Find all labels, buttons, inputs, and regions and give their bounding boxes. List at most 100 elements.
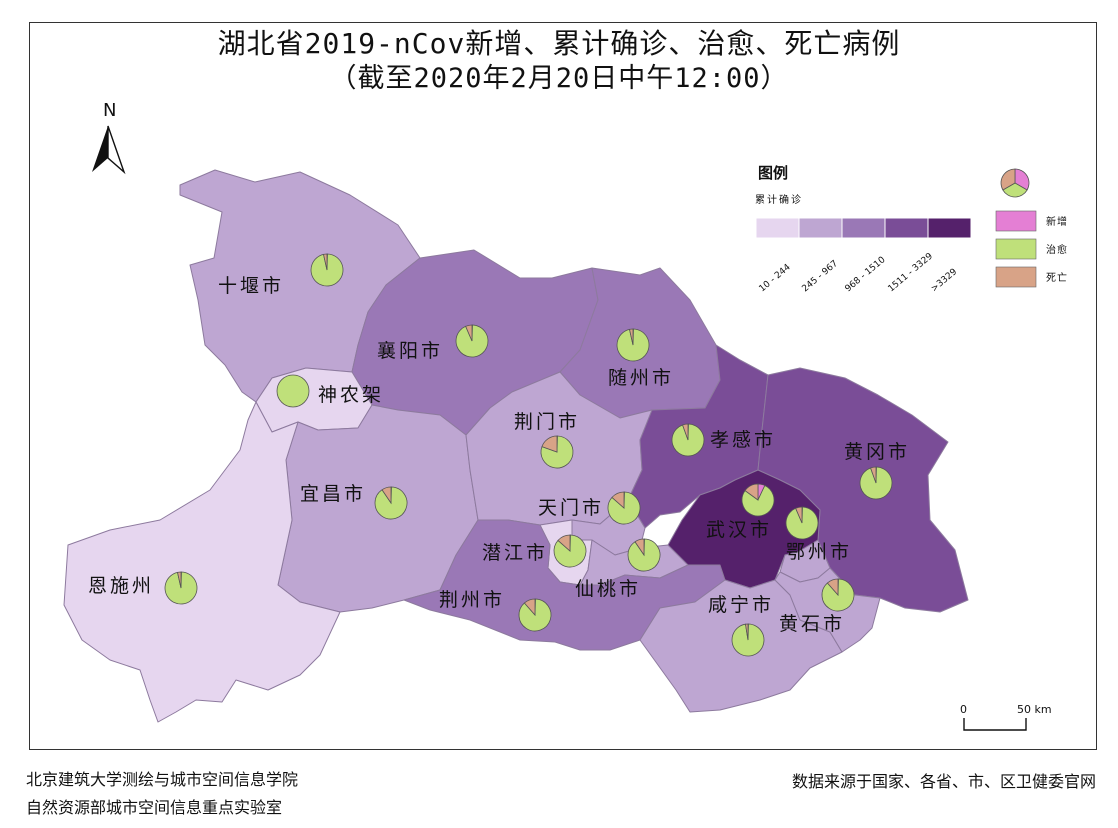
region-label-xiangyang: 襄阳市 [377,340,443,362]
pie-yichang-wedge-2 [381,486,392,505]
pie-xiantao-wedge-1 [627,538,661,572]
region-label-wuhan: 武汉市 [706,519,772,541]
region-labels: 十堰市 襄阳市 随州市 神农架 宜昌市 荆门市 孝感市 黄冈市 恩施州 天门市 … [88,275,910,635]
region-label-xianning: 咸宁市 [708,594,774,616]
legend-swatch-1 [798,217,843,239]
scale-bar: 0 50 km [960,703,1052,731]
north-arrow-right-half [107,125,126,175]
footer-institution-line1: 北京建筑大学测绘与城市空间信息学院 [26,770,299,789]
scale-bar-right-label: 50 km [1017,703,1052,716]
legend-class-label-0: 10 - 244 [758,262,793,294]
pie-yichang [374,486,408,520]
pie-shiyan-wedge-2 [323,253,328,271]
pie-xianning [731,623,765,657]
legend-class-label-3: 1511 - 3329 [887,251,936,294]
pie-legend-label-0: 新增 [1046,215,1068,228]
pie-jingmen-wedge-1 [540,435,574,469]
pie-shennongjia [276,374,310,408]
pie-yichang-wedge-1 [374,486,408,520]
legend-class-label-2: 968 - 1510 [844,255,888,294]
region-label-jingzhou: 荆州市 [439,589,505,611]
legend: 图例 累计确诊 10 - 244 245 - 967 968 - 15101511 … [755,164,972,294]
pie-legend-symbol [1000,168,1030,198]
region-label-huangshi: 黄石市 [779,613,845,635]
north-arrow-left-half [92,126,108,172]
pie-tianmen-wedge-2 [611,491,625,509]
region-label-yichang: 宜昌市 [300,483,366,505]
legend-class-label-1: 245 - 967 [801,259,841,295]
scale-bar-line [963,718,1027,731]
map-title-line2: （截至2020年2月20日中午12:00） [329,63,789,94]
pie-wuhan-wedge-1 [741,484,775,517]
pie-ezhou [785,506,819,540]
region-label-xiantao: 仙桃市 [575,578,641,600]
pie-legend-symbol-wedge-1 [1002,182,1028,198]
legend-swatch-4 [927,217,972,239]
pie-legend-label-2: 死亡 [1046,271,1068,284]
pie-xiangyang [455,324,489,358]
pie-huanggang [859,466,893,500]
pie-legend-symbol-wedge-2 [1000,168,1016,191]
region-label-ezhou: 鄂州市 [786,541,852,563]
region-jingzhou[interactable] [403,519,726,651]
legend-class-label-4: >3329 [930,267,960,294]
legend-class-swatches [755,217,972,239]
pie-ezhou-wedge-1 [785,506,819,540]
pie-jingzhou-wedge-2 [523,598,536,617]
pie-huangshi-wedge-2 [826,578,839,597]
pie-qianjiang-wedge-2 [557,534,571,552]
legend-subtitle: 累计确诊 [755,193,803,206]
north-arrow: N [92,100,126,175]
scale-bar-left-label: 0 [960,703,967,716]
legend-swatch-3 [884,217,929,239]
region-enshi[interactable] [63,401,341,723]
pie-huangshi [821,578,855,612]
pie-huanggang-wedge-2 [870,466,877,484]
pie-legend-swatch-0 [995,210,1037,232]
legend-swatch-0 [755,217,800,239]
pie-legend-swatch-2 [995,266,1037,288]
footer-data-source: 数据来源于国家、各省、市、区卫健委官网 [791,772,1096,791]
pie-shiyan [310,253,344,287]
pie-legend-swatch-1 [995,238,1037,260]
regions-layer [63,169,969,723]
pie-tianmen [607,491,641,525]
pie-wuhan-wedge-2 [744,483,759,501]
region-label-tianmen: 天门市 [538,497,604,519]
region-label-enshi: 恩施州 [88,575,154,597]
pie-xiaogan-wedge-2 [682,423,689,441]
pie-shennongjia-wedge-1 [276,374,310,408]
pie-qianjiang [553,534,587,568]
pie-xiantao-wedge-2 [634,538,645,557]
region-label-suizhou: 随州市 [608,367,674,389]
region-label-shennongjia: 神农架 [318,384,384,406]
pie-ezhou-wedge-2 [795,506,803,524]
region-huangshi[interactable] [774,567,881,653]
region-label-jingmen: 荆门市 [514,411,580,433]
pie-suizhou [616,328,650,362]
pie-wuhan [741,483,775,517]
pie-xiangyang-wedge-2 [465,324,473,342]
region-label-qianjiang: 潜江市 [482,542,548,564]
pie-suizhou-wedge-2 [629,328,634,346]
pie-jingzhou [518,598,552,632]
footer-institution-line2: 自然资源部城市空间信息重点实验室 [26,798,283,817]
pie-enshi-wedge-2 [177,571,182,589]
region-label-huanggang: 黄冈市 [844,441,910,463]
pie-xiangyang-wedge-1 [455,324,489,358]
pie-xianning-wedge-2 [745,623,749,641]
region-label-shiyan: 十堰市 [218,275,284,297]
map-title-line1: 湖北省2019-nCov新增、累计确诊、治愈、死亡病例 [217,27,901,60]
pie-xiaogan [671,423,705,457]
pie-legend-label-1: 治愈 [1046,243,1068,256]
pie-jingmen [540,435,574,469]
legend-swatch-2 [841,217,886,239]
north-arrow-label: N [103,100,116,121]
pie-jingmen-wedge-2 [541,435,558,453]
pie-symbols [164,253,893,657]
legend-title: 图例 [758,164,788,182]
pie-xiantao [627,538,661,572]
